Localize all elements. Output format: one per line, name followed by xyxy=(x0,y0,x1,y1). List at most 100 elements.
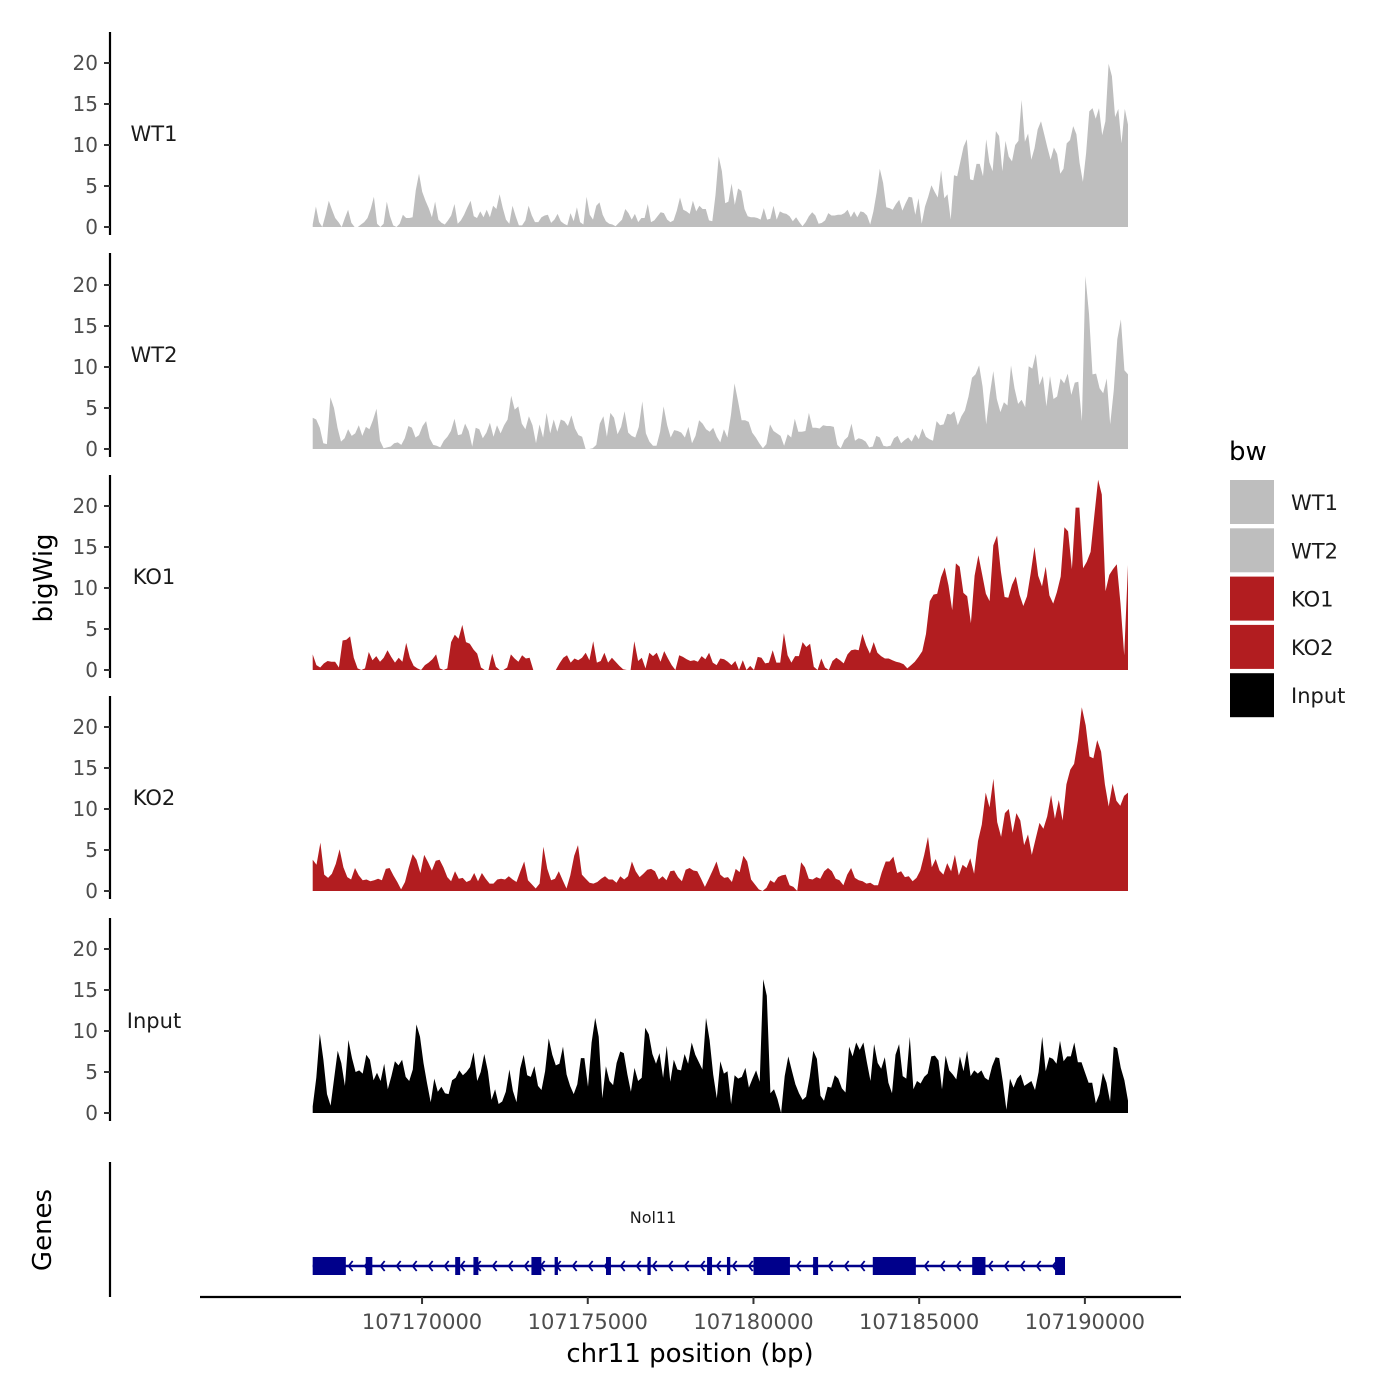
coverage-area-wt2 xyxy=(312,276,1128,449)
gene-exon xyxy=(872,1257,916,1275)
coverage-area-ko1 xyxy=(312,479,1128,670)
y-tick-label: 5 xyxy=(85,396,98,420)
gene-exon xyxy=(1055,1257,1066,1275)
coverage-area-input xyxy=(312,979,1128,1113)
coverage-tracks: 0 5 10 15 20 WT1 0 5 10 15 20 WT2 0 5 10 15 20 KO1 0 5 10 15 2… xyxy=(73,32,1128,1125)
legend-swatch-ko2 xyxy=(1230,624,1274,669)
gene-exon xyxy=(473,1257,479,1275)
strand-arrow xyxy=(651,1260,658,1272)
strand-arrow xyxy=(523,1260,530,1272)
legend-label-wt1: WT1 xyxy=(1291,491,1338,515)
gene-name-label: Nol11 xyxy=(630,1208,677,1227)
strand-arrow xyxy=(1003,1260,1010,1272)
y-tick-label: 5 xyxy=(85,1060,98,1084)
legend-title: bw xyxy=(1229,437,1267,467)
gene-exon xyxy=(554,1257,558,1275)
strand-arrow xyxy=(395,1260,402,1272)
y-tick-label: 5 xyxy=(85,617,98,641)
y-tick-label: 20 xyxy=(73,273,98,297)
legend-label-ko2: KO2 xyxy=(1291,636,1334,660)
strand-arrow xyxy=(587,1260,594,1272)
y-tick-label: 0 xyxy=(85,437,98,461)
gene-exon xyxy=(312,1257,346,1275)
legend-label-input: Input xyxy=(1291,684,1345,708)
coverage-area-wt1 xyxy=(312,63,1128,227)
x-tick-label: 107185000 xyxy=(859,1310,979,1334)
y-tick-label: 15 xyxy=(73,756,98,780)
legend-label-wt2: WT2 xyxy=(1291,539,1338,563)
y-tick-label: 15 xyxy=(73,535,98,559)
gene-exon xyxy=(813,1257,819,1275)
legend-swatch-input xyxy=(1230,673,1274,718)
y-tick-label: 20 xyxy=(73,715,98,739)
strand-arrow xyxy=(795,1260,802,1272)
strand-arrow xyxy=(667,1260,674,1272)
y-tick-label: 0 xyxy=(85,1101,98,1125)
strand-arrow xyxy=(923,1260,930,1272)
strand-arrow xyxy=(379,1260,386,1272)
x-tick-label: 107170000 xyxy=(362,1310,482,1334)
strand-arrow xyxy=(571,1260,578,1272)
strand-arrow xyxy=(955,1260,962,1272)
strand-arrow xyxy=(635,1260,642,1272)
gene-exon xyxy=(707,1257,713,1275)
x-axis: 107170000 107175000 107180000 107185000 1071… xyxy=(200,1295,1181,1334)
strand-arrow xyxy=(507,1260,514,1272)
track-wt2: 0 5 10 15 20 WT2 xyxy=(73,253,1128,461)
x-tick-label: 107175000 xyxy=(528,1310,648,1334)
y-tick-label: 10 xyxy=(73,1019,98,1043)
y-tick-label: 10 xyxy=(73,133,98,157)
strand-arrow xyxy=(747,1260,754,1272)
gene-exon xyxy=(726,1257,731,1275)
gene-exon xyxy=(605,1257,611,1275)
legend-label-ko1: KO1 xyxy=(1291,588,1334,612)
genes-track-title: Genes xyxy=(28,1189,58,1271)
strand-arrow xyxy=(683,1260,690,1272)
genes-track: Nol11 xyxy=(108,1162,1066,1297)
gene-exon xyxy=(753,1257,790,1275)
y-tick-label: 10 xyxy=(73,797,98,821)
gene-exon xyxy=(531,1257,542,1275)
strand-arrow xyxy=(411,1260,418,1272)
strand-arrow xyxy=(459,1260,466,1272)
coverage-area-ko2 xyxy=(312,707,1128,891)
y-tick-label: 5 xyxy=(85,174,98,198)
track-label: WT1 xyxy=(131,122,178,146)
legend-swatch-wt2 xyxy=(1230,528,1274,573)
strand-arrow xyxy=(491,1260,498,1272)
x-axis-title: chr11 position (bp) xyxy=(566,1339,813,1369)
strand-arrow xyxy=(827,1260,834,1272)
track-ko1: 0 5 10 15 20 KO1 xyxy=(73,475,1128,682)
track-label: Input xyxy=(127,1009,181,1033)
track-label: KO2 xyxy=(133,786,176,810)
x-tick-label: 107190000 xyxy=(1025,1310,1145,1334)
y-tick-label: 15 xyxy=(73,92,98,116)
strand-arrow xyxy=(427,1260,434,1272)
strand-arrow xyxy=(715,1260,722,1272)
track-label: WT2 xyxy=(131,343,178,367)
track-label: KO1 xyxy=(133,565,176,589)
track-wt1: 0 5 10 15 20 WT1 xyxy=(73,32,1128,239)
legend-swatch-wt1 xyxy=(1230,480,1274,524)
strand-arrow xyxy=(987,1260,994,1272)
y-tick-label: 15 xyxy=(73,978,98,1002)
y-tick-label: 20 xyxy=(73,51,98,75)
y-tick-label: 10 xyxy=(73,576,98,600)
y-tick-label: 10 xyxy=(73,355,98,379)
gene-exon xyxy=(972,1257,986,1275)
y-tick-label: 20 xyxy=(73,937,98,961)
legend-swatch-ko1 xyxy=(1230,576,1274,621)
y-tick-label: 0 xyxy=(85,879,98,903)
strand-arrow xyxy=(939,1260,946,1272)
track-input: 0 5 10 15 20 Input xyxy=(73,918,1128,1125)
strand-arrow xyxy=(1019,1260,1026,1272)
x-tick-label: 107180000 xyxy=(693,1310,813,1334)
strand-arrow xyxy=(443,1260,450,1272)
gene-exon xyxy=(365,1257,373,1275)
y-tick-label: 0 xyxy=(85,658,98,682)
y-tick-label: 0 xyxy=(85,215,98,239)
strand-arrow xyxy=(731,1260,738,1272)
legend: bw WT1 WT2 KO1 KO2 Input xyxy=(1229,437,1345,718)
y-axis-title: bigWig xyxy=(29,533,59,622)
